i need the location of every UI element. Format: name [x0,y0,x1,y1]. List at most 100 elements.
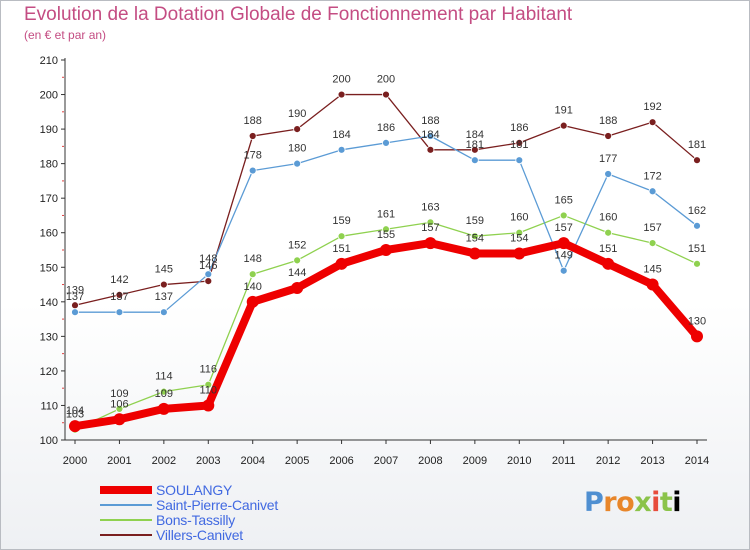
data-label: 114 [155,371,173,383]
data-label: 181 [688,139,706,151]
data-label: 151 [599,243,617,255]
data-point [115,308,124,317]
x-tick-label: 2001 [107,455,131,467]
legend-swatch [100,504,152,506]
line-chart: 100 110 120 130 140 150 160 170 180 190 200 210 2000… [40,55,710,467]
data-point [424,237,437,250]
data-point [337,145,346,154]
x-tick-label: 2012 [596,455,620,467]
data-point [646,278,659,291]
y-tick-label: 110 [40,400,58,412]
data-point [202,399,215,412]
data-label: 161 [377,208,395,220]
data-label: 148 [244,253,262,265]
x-tick-label: 2013 [640,455,664,467]
chart-subtitle: (en € et par an) [24,28,107,42]
data-point [204,277,213,285]
data-point [335,257,348,270]
data-point [159,280,168,289]
data-point [515,156,524,165]
data-label: 152 [288,239,306,251]
legend-label: Villers-Canivet [156,527,243,543]
legend-label: Bons-Tassilly [156,512,236,528]
data-label: 163 [421,201,439,213]
data-point [604,228,613,237]
data-label: 104 [66,405,84,417]
data-point [204,380,213,389]
data-label: 116 [200,364,218,376]
data-label: 190 [288,108,306,120]
data-label: 106 [110,398,128,410]
data-point [113,413,126,426]
data-point [648,118,657,127]
data-label: 139 [66,284,84,296]
data-label: 188 [244,115,262,127]
data-point [157,402,170,415]
data-point [248,166,257,175]
data-label: 137 [155,291,173,303]
data-point [470,156,479,165]
data-label: 180 [288,143,306,155]
y-tick-label: 100 [40,435,58,447]
proxiti-logo: Proxiti [584,487,682,518]
data-label: 188 [421,115,439,127]
data-label: 140 [244,281,262,293]
data-label: 148 [199,253,217,265]
x-tick-label: 2002 [152,455,176,467]
data-label: 137 [66,291,84,303]
data-label: 157 [643,222,661,234]
legend-label: Saint-Pierre-Canivet [156,497,279,513]
data-label: 160 [599,212,617,224]
y-tick-label: 200 [40,90,58,102]
data-point [559,266,568,275]
legend-swatch [100,519,152,521]
data-point [693,156,701,165]
data-label: 200 [377,74,395,86]
data-label: 191 [555,105,573,117]
data-label: 103 [66,409,84,421]
data-label: 172 [643,170,661,182]
data-label: 155 [377,229,395,241]
data-label: 186 [377,122,395,134]
data-label: 162 [688,205,706,217]
data-point [246,295,259,308]
data-point [559,121,568,130]
data-point [248,270,257,279]
data-point [248,132,257,140]
x-tick-label: 2006 [329,455,353,467]
y-tick-label: 210 [40,55,58,67]
data-label: 109 [155,388,173,400]
data-label: 192 [643,101,661,113]
data-point [604,170,613,178]
x-tick-label: 2011 [552,455,576,467]
data-point [426,132,435,140]
data-point [159,308,168,317]
data-point [602,257,615,270]
data-point [337,90,346,99]
data-point [293,159,302,168]
data-label: 142 [110,274,128,286]
legend-swatch [100,534,152,536]
x-tick-label: 2003 [196,455,220,467]
data-point [604,132,613,140]
data-point [468,247,481,260]
data-point [382,225,390,234]
x-tick-label: 2007 [374,455,398,467]
data-point [557,237,570,250]
data-label: 109 [110,388,128,400]
y-tick-label: 170 [40,193,58,205]
x-tick-label: 2004 [240,455,264,467]
data-point [382,90,390,99]
data-label: 177 [599,153,617,165]
data-label: 130 [688,315,706,327]
data-label: 144 [288,267,306,279]
data-point [115,291,124,299]
y-tick-label: 130 [40,331,58,343]
data-point [293,125,302,133]
data-label: 145 [155,264,173,276]
axes: 100 110 120 130 140 150 160 170 180 190 200 210 2000… [40,55,710,467]
data-point [559,211,568,220]
data-label: 159 [466,215,484,227]
data-label: 181 [510,139,528,151]
